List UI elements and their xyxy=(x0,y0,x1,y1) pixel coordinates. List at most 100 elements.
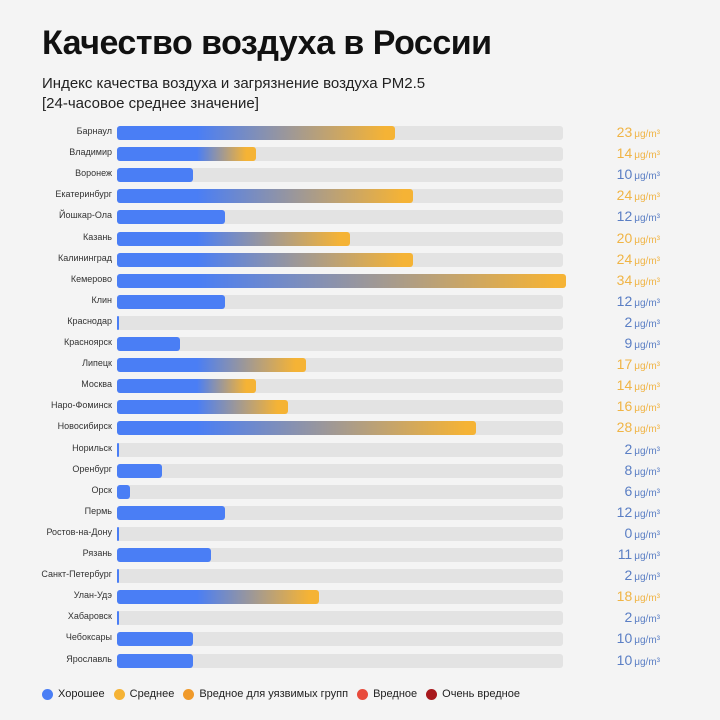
value-number: 34 xyxy=(616,271,633,288)
bar-row: Улан-Удэ 18 μg/m³ xyxy=(0,587,720,608)
bar-track xyxy=(117,632,563,647)
bar xyxy=(117,611,119,626)
value-number: 10 xyxy=(616,166,633,183)
bar xyxy=(117,484,131,499)
value-number: 2 xyxy=(624,440,633,457)
bar xyxy=(117,632,194,647)
bar-row: Липецк 17 μg/m³ xyxy=(0,355,720,376)
category-label: Воронеж xyxy=(75,168,112,179)
value-unit: μg/m³ xyxy=(634,382,660,394)
value-label: 23 μg/m³ xyxy=(617,124,660,140)
bar-track xyxy=(117,463,563,478)
bar-row: Чебоксары 10 μg/m³ xyxy=(0,629,720,650)
value-number: 14 xyxy=(616,377,633,394)
bar-track xyxy=(117,569,563,584)
value-number: 2 xyxy=(624,609,633,626)
legend-item-usg: Вредное для уязвимых групп xyxy=(183,688,348,700)
value-label: 10 μg/m³ xyxy=(617,166,660,182)
category-label: Улан-Удэ xyxy=(73,590,112,601)
bar-track xyxy=(117,505,563,520)
bar-row: Москва 14 μg/m³ xyxy=(0,376,720,397)
value-number: 20 xyxy=(616,229,633,246)
category-label: Пермь xyxy=(84,505,112,516)
bar-track xyxy=(117,442,563,457)
bar-track xyxy=(117,653,563,668)
legend-label: Вредное xyxy=(373,688,418,700)
bar xyxy=(117,653,194,668)
value-label: 17 μg/m³ xyxy=(617,356,660,372)
bar-row: Новосибирск 28 μg/m³ xyxy=(0,418,720,439)
value-unit: μg/m³ xyxy=(634,340,660,351)
bar xyxy=(117,210,225,225)
category-label: Норильск xyxy=(72,442,112,453)
bar xyxy=(117,442,119,457)
category-label: Владимир xyxy=(69,147,112,158)
value-unit: μg/m³ xyxy=(634,614,660,626)
bar xyxy=(117,189,414,204)
value-unit: μg/m³ xyxy=(634,361,660,373)
bar xyxy=(117,421,477,436)
bar-row: Кемерово 34 μg/m³ xyxy=(0,271,720,292)
bar-row: Оренбург 8 μg/m³ xyxy=(0,461,720,482)
bar xyxy=(117,548,212,562)
value-number: 28 xyxy=(616,419,633,436)
value-label: 24 μg/m³ xyxy=(617,251,660,267)
value-number: 16 xyxy=(616,398,633,415)
bar-row: Владимир 14 μg/m³ xyxy=(0,144,720,165)
legend-dot-icon xyxy=(357,688,369,700)
bar xyxy=(117,400,288,415)
bar xyxy=(117,315,119,330)
bar-track xyxy=(117,548,563,562)
value-label: 34 μg/m³ xyxy=(617,272,660,288)
bar-row: Красноярск 9 μg/m³ xyxy=(0,334,720,355)
value-label: 16 μg/m³ xyxy=(617,398,660,414)
value-label: 2 μg/m³ xyxy=(624,441,660,457)
value-label: 11 μg/m³ xyxy=(618,546,660,562)
value-number: 9 xyxy=(624,335,633,351)
value-unit: μg/m³ xyxy=(634,276,660,288)
category-label: Йошкар-Ола xyxy=(59,210,112,221)
category-label: Орск xyxy=(91,484,112,495)
subtitle-line-2: [24-часовое среднее значение] xyxy=(42,95,259,112)
value-number: 10 xyxy=(616,651,633,668)
bar xyxy=(117,379,257,394)
bar xyxy=(117,273,566,288)
bar-row: Ростов-на-Дону 0 μg/m³ xyxy=(0,524,720,545)
bar-row: Воронеж 10 μg/m³ xyxy=(0,165,720,186)
category-label: Ростов-на-Дону xyxy=(46,526,112,537)
value-number: 2 xyxy=(624,567,633,584)
legend-item-good: Хорошее xyxy=(42,688,105,700)
legend-label: Очень вредное xyxy=(442,688,520,700)
bar xyxy=(117,231,351,246)
category-label: Екатеринбург xyxy=(55,189,112,200)
bar-row: Рязань 11 μg/m³ xyxy=(0,545,720,566)
value-unit: μg/m³ xyxy=(634,424,660,436)
value-unit: μg/m³ xyxy=(634,255,660,267)
bar-row: Орск 6 μg/m³ xyxy=(0,482,720,503)
value-number: 8 xyxy=(624,461,633,478)
category-label: Краснодар xyxy=(67,315,112,326)
legend-label: Среднее xyxy=(129,688,175,700)
value-label: 2 μg/m³ xyxy=(624,314,660,330)
legend: Хорошее Среднее Вредное для уязвимых групп… xyxy=(42,688,529,700)
category-label: Санкт-Петербург xyxy=(41,569,112,580)
value-number: 0 xyxy=(624,524,633,541)
value-unit: μg/m³ xyxy=(634,593,660,605)
category-label: Калининград xyxy=(57,252,112,263)
value-unit: μg/m³ xyxy=(634,551,660,562)
value-number: 10 xyxy=(616,630,633,647)
bar xyxy=(117,294,225,309)
bar xyxy=(117,126,396,140)
bar-track xyxy=(117,168,563,183)
category-label: Москва xyxy=(81,379,112,390)
category-label: Кемерово xyxy=(70,273,112,284)
category-label: Рязань xyxy=(82,548,112,558)
value-label: 9 μg/m³ xyxy=(624,335,660,351)
category-label: Казань xyxy=(83,231,112,242)
value-label: 28 μg/m³ xyxy=(617,419,660,435)
value-unit: μg/m³ xyxy=(634,171,660,183)
category-label: Барнаул xyxy=(76,126,112,136)
value-label: 14 μg/m³ xyxy=(617,377,660,393)
value-unit: μg/m³ xyxy=(634,508,660,520)
bar-row: Санкт-Петербург 2 μg/m³ xyxy=(0,566,720,587)
